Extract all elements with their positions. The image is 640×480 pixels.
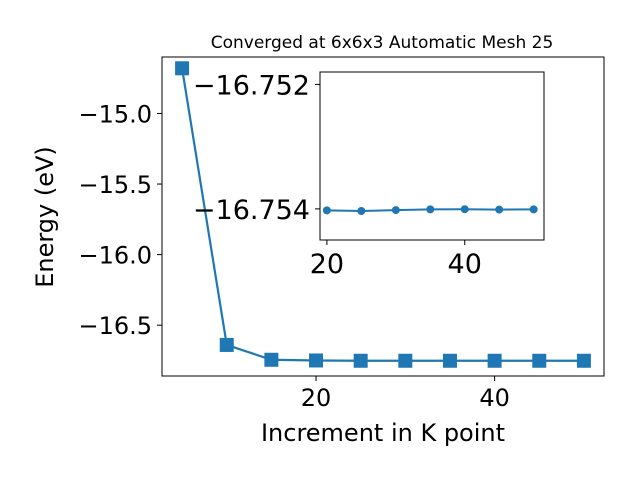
- inset-axes-frame: [319, 71, 545, 241]
- x-axis-label: Increment in K point: [261, 419, 505, 447]
- inset-data-point-0: [322, 206, 331, 215]
- main-data-point-4: [353, 353, 368, 368]
- y-axis-label: Energy (eV): [31, 146, 59, 288]
- inset-data-point-3: [426, 205, 435, 214]
- main-x-ticks: 20 40: [301, 376, 510, 412]
- main-data-point-5: [398, 353, 413, 368]
- main-x-tick-label-0: 20: [301, 384, 332, 412]
- main-data-point-7: [487, 353, 502, 368]
- inset-data-point-6: [529, 205, 538, 214]
- inset-data-point-2: [391, 206, 400, 215]
- main-y-tick-label-1: −15.5: [78, 171, 152, 199]
- main-axes-frame: [161, 56, 605, 377]
- main-data-point-3: [309, 353, 324, 368]
- inset-x-tick-label-1: 40: [448, 249, 482, 280]
- main-data-point-6: [442, 353, 457, 368]
- main-y-ticks: −15.0 −15.5 −16.0 −16.5: [78, 100, 162, 340]
- inset-x-tick-label-0: 20: [310, 249, 344, 280]
- inset-plot-area: [322, 205, 538, 215]
- inset-y-ticks: −16.754 −16.752: [193, 70, 320, 226]
- main-data-point-1: [219, 337, 234, 352]
- inset-background: [320, 72, 544, 240]
- inset-chart: 20 40 −16.754−16.752: [193, 70, 545, 280]
- inset-y-tick-label-1: −16.752: [193, 70, 310, 101]
- main-series-line: [181, 68, 584, 362]
- main-data-point-0: [175, 61, 190, 76]
- inset-data-point-1: [357, 206, 366, 215]
- main-data-point-9: [576, 353, 591, 368]
- main-data-point-2: [264, 352, 279, 367]
- main-y-tick-label-3: −16.5: [78, 312, 152, 340]
- main-x-tick-label-1: 40: [479, 384, 510, 412]
- main-plot-area: [175, 61, 591, 368]
- inset-data-point-5: [495, 205, 504, 214]
- inset-data-point-4: [460, 205, 469, 214]
- chart-title: Converged at 6x6x3 Automatic Mesh 25: [211, 33, 554, 53]
- inset-y-tick-label-0: −16.754: [193, 195, 310, 226]
- inset-x-ticks: 20 40: [310, 240, 482, 280]
- main-y-tick-label-2: −16.0: [78, 242, 152, 270]
- main-data-point-8: [532, 353, 547, 368]
- main-y-tick-label-0: −15.0: [78, 100, 152, 128]
- main-chart: Converged at 6x6x3 Automatic Mesh 25 20 4…: [31, 33, 605, 447]
